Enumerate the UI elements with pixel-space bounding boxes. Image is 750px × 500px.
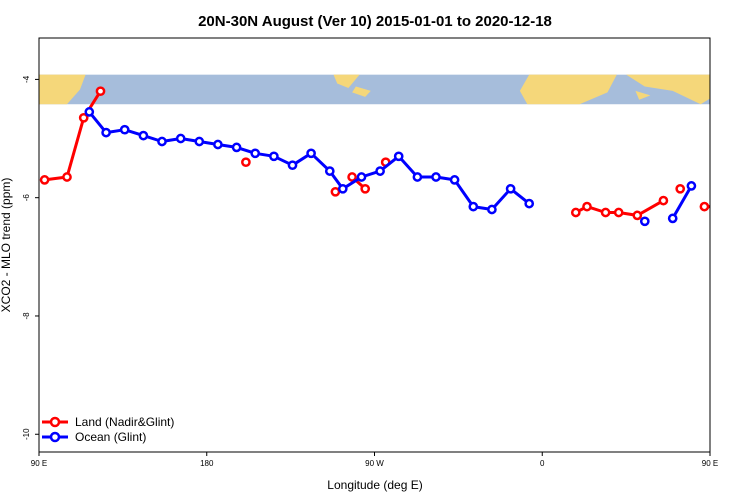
series-1-point-0-16[interactable] — [375, 166, 385, 176]
x-tick-label-2: 90 W — [365, 459, 384, 468]
series-0-line-7 — [704, 205, 710, 209]
x-tick-label-1: 180 — [200, 459, 214, 468]
series-1-point-2-1[interactable] — [686, 181, 697, 191]
legend-label-ocean: Ocean (Glint) — [75, 430, 146, 444]
map-land-0 — [39, 74, 86, 105]
series-1-point-0-9[interactable] — [250, 148, 261, 159]
series-0-point-7-2[interactable] — [733, 188, 740, 195]
x-axis: 90 E 180 90 W 0 90 E — [31, 452, 718, 468]
series-1-point-0-6[interactable] — [194, 136, 205, 147]
map-land-4 — [626, 74, 710, 105]
series-1-point-0-23[interactable] — [505, 183, 516, 194]
y-tick-label-2: -6 — [22, 194, 31, 202]
series-0-point-5-2[interactable] — [600, 207, 611, 218]
map-land-6 — [635, 90, 651, 100]
legend-item-land[interactable]: Land (Nadir&Glint) — [42, 415, 174, 429]
series-0-line-0 — [44, 90, 102, 182]
series-1-point-0-24[interactable] — [524, 198, 535, 209]
series-1-point-0-10[interactable] — [269, 151, 279, 162]
series-0-point-5-1[interactable] — [582, 201, 592, 212]
series-0-point-7-0[interactable] — [699, 201, 710, 212]
x-axis-label: Longitude (deg E) — [327, 478, 422, 492]
series-1-point-0-5[interactable] — [175, 133, 186, 144]
series-0-point-0-2[interactable] — [78, 112, 89, 123]
series-1-point-2-0[interactable] — [667, 213, 678, 224]
series-1-point-0-13[interactable] — [324, 166, 335, 176]
series-1-point-0-21[interactable] — [468, 201, 479, 212]
chart-title: 20N-30N August (Ver 10) 2015-01-01 to 20… — [198, 13, 552, 30]
series-0-point-0-0[interactable] — [39, 175, 50, 185]
legend-label-land: Land (Nadir&Glint) — [75, 415, 174, 429]
series-1-point-0-7[interactable] — [213, 139, 223, 150]
series-1-line-0 — [88, 110, 531, 211]
series-1-point-0-8[interactable] — [231, 142, 242, 153]
series-1-point-0-12[interactable] — [306, 148, 316, 159]
legend-marker-ocean — [49, 431, 61, 443]
series-0-point-2-0[interactable] — [330, 186, 341, 197]
map-land-2 — [352, 86, 371, 97]
series-layer — [39, 86, 740, 227]
y-axis-label: XCO2 - MLO trend (ppm) — [0, 178, 13, 313]
series-1-point-0-19[interactable] — [431, 172, 441, 182]
y-tick-label-3: -8 — [22, 312, 31, 320]
y-axis: -2-4-6-8-10 — [22, 75, 39, 440]
series-0-point-0-3[interactable] — [95, 86, 106, 97]
series-0-point-5-4[interactable] — [632, 210, 643, 221]
map-land-3 — [519, 74, 617, 105]
series-0-point-7-1[interactable] — [716, 203, 723, 210]
series-1-point-0-2[interactable] — [119, 124, 130, 135]
series-1-point-0-3[interactable] — [138, 130, 149, 141]
series-0-point-3-1[interactable] — [360, 183, 371, 194]
series-1-point-0-22[interactable] — [487, 204, 497, 215]
series-0-point-6-0[interactable] — [675, 183, 686, 194]
y-tick-label-1: -4 — [22, 75, 31, 83]
series-1-point-0-15[interactable] — [356, 172, 367, 182]
series-0-point-5-0[interactable] — [570, 207, 581, 218]
series-1-point-1-0[interactable] — [639, 216, 650, 227]
series-1-point-0-18[interactable] — [412, 172, 423, 182]
map-land-1 — [333, 74, 360, 88]
legend: Land (Nadir&Glint) Ocean (Glint) — [42, 415, 174, 444]
legend-item-ocean[interactable]: Ocean (Glint) — [42, 430, 146, 444]
legend-marker-land — [49, 416, 61, 428]
series-0-point-5-3[interactable] — [613, 207, 624, 218]
x-tick-label-0: 90 E — [31, 459, 47, 468]
series-0-point-1-0[interactable] — [241, 157, 251, 168]
map-strip — [39, 74, 710, 105]
series-0-point-5-5[interactable] — [658, 195, 669, 206]
series-1-point-0-11[interactable] — [287, 160, 298, 171]
series-1-point-0-20[interactable] — [449, 175, 460, 185]
series-0-point-0-1[interactable] — [62, 172, 72, 182]
series-1-point-0-17[interactable] — [393, 151, 404, 162]
series-1-point-0-14[interactable] — [337, 183, 348, 194]
x-tick-label-3: 0 — [540, 459, 545, 468]
series-1-line-2 — [671, 185, 693, 220]
series-1-point-0-0[interactable] — [84, 107, 95, 117]
series-0-point-3-0[interactable] — [347, 172, 357, 182]
y-tick-label-4: -10 — [22, 428, 31, 440]
series-1-point-0-4[interactable] — [157, 136, 167, 147]
x-tick-label-4: 90 E — [702, 459, 718, 468]
series-1-point-0-1[interactable] — [101, 127, 111, 138]
